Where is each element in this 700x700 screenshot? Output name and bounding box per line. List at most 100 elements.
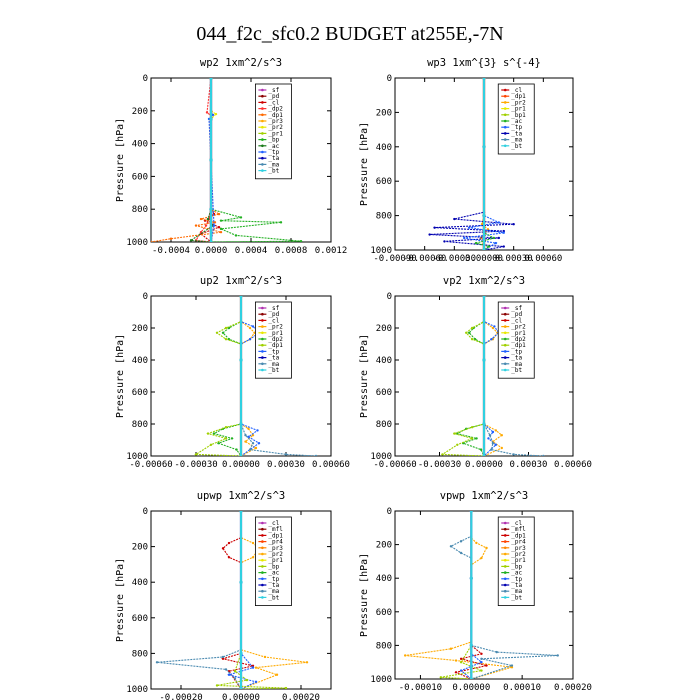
data-point_tp — [212, 224, 216, 227]
data-point_tp — [467, 226, 471, 229]
legend-label: _dp1 — [268, 112, 283, 119]
data-point_dp2 — [205, 111, 209, 114]
legend-label: _dp2 — [268, 106, 283, 113]
legend: _cl_dp1_pr2_pr1_bp1_ac_tp_ta_ma_bt — [497, 83, 535, 155]
data-point_ma — [221, 655, 225, 659]
data-point_dp1 — [169, 237, 173, 240]
legend-label: _pr2 — [268, 324, 283, 331]
series-group — [403, 511, 559, 679]
data-point_bt — [482, 145, 486, 149]
data-point_dp1 — [454, 671, 458, 674]
legend-label: _dp1 — [511, 93, 526, 100]
data-point_bt — [482, 78, 486, 80]
data-point_cl — [217, 226, 221, 229]
data-point_tp — [251, 325, 255, 328]
legend-label: _dp2 — [511, 336, 526, 343]
x-tick-label: 0.00000 — [465, 460, 503, 470]
y-tick-label: 1000 — [370, 452, 392, 462]
legend-label: _bp — [268, 137, 279, 144]
data-point_ta — [497, 236, 501, 240]
x-tick-label: -0.0004 — [152, 246, 190, 256]
series-line_dp1 — [194, 296, 242, 456]
chart-panel-3: up2 1xm^2/s^3 Pressure [hPa] 0 200 400 600 800… — [115, 275, 350, 470]
data-point_tp — [248, 338, 252, 341]
legend-marker — [261, 343, 264, 347]
legend-label: _pr4 — [268, 539, 283, 546]
legend-label: _dp1 — [511, 532, 526, 539]
data-point_tp — [254, 680, 258, 684]
legend-label: _tp — [268, 348, 279, 355]
legend-label: _ac — [268, 570, 279, 577]
x-tick-label: -0.00060 — [403, 254, 446, 264]
legend-marker — [261, 368, 264, 372]
legend-label: _pr2 — [511, 99, 526, 106]
legend: _sf_pd_cl_dp2_dp1_pr3_pr2_pr1_bp_ac_tp_t… — [254, 83, 292, 180]
series-line_ma — [156, 511, 242, 689]
legend-marker — [261, 163, 264, 166]
y-tick-label: 600 — [376, 608, 392, 618]
y-tick-label: 600 — [132, 172, 148, 182]
data-point_bt — [209, 207, 213, 211]
y-tick-label: 800 — [376, 641, 392, 651]
legend-label: _pd — [268, 93, 279, 100]
data-point_bt — [482, 454, 486, 456]
series-group — [428, 78, 515, 250]
data-point_tp — [494, 241, 498, 245]
series-group — [155, 511, 309, 689]
chart-panel-1: wp2 1xm^2/s^3 Pressure [hPa] 0 200 400 600 800… — [115, 57, 347, 256]
data-point_pr2 — [275, 673, 279, 676]
data-point_dp2 — [217, 442, 220, 445]
data-point_pr2 — [254, 446, 258, 450]
legend-marker — [261, 306, 264, 310]
data-point_bt — [239, 580, 243, 584]
figure-title: 044_f2c_sfc0.2 BUDGET at255E,-7N — [196, 23, 503, 45]
data-point_dp1 — [194, 453, 198, 456]
legend-label: _pr2 — [268, 124, 283, 131]
legend-marker — [261, 125, 264, 129]
data-point_dp1 — [151, 240, 153, 242]
y-axis-label: Pressure [hPa] — [359, 553, 370, 637]
data-point_ac — [474, 241, 478, 245]
series-line_bp — [440, 511, 484, 679]
data-point_dp2 — [230, 437, 234, 440]
data-point_pr2 — [449, 647, 453, 650]
series-line_tp — [483, 296, 500, 456]
y-tick-label: 1000 — [126, 685, 148, 695]
legend-marker — [261, 534, 264, 537]
data-point_bt — [239, 511, 243, 513]
legend: _sf_pd_cl_pr2_pr1_dp2_dp1_tp_ta_ma_bt — [497, 301, 535, 379]
legend-marker — [261, 150, 264, 154]
legend-marker — [503, 540, 507, 543]
y-tick-label: 600 — [132, 614, 148, 624]
data-point_dp1 — [224, 326, 228, 330]
y-tick-label: 400 — [132, 356, 148, 366]
y-tick-label: 400 — [376, 574, 392, 584]
legend-marker — [261, 583, 264, 587]
x-tick-label: 0.00030 — [510, 460, 548, 470]
y-tick-label: 200 — [132, 324, 148, 334]
y-tick-label: 800 — [132, 420, 148, 430]
data-point_ta — [512, 223, 515, 226]
data-point_ma — [155, 661, 159, 664]
legend-box — [254, 83, 292, 180]
series-line_dp1 — [151, 78, 222, 242]
y-tick-label: 200 — [376, 108, 392, 118]
legend-marker — [261, 132, 264, 135]
y-tick-label: 800 — [132, 205, 148, 215]
data-point_pr2 — [454, 659, 458, 662]
x-tick-label: 0.0000 — [195, 246, 228, 256]
data-point_dp1 — [224, 426, 228, 429]
chart-title: wp2 1xm^2/s^3 — [200, 57, 282, 69]
data-point_bt — [239, 454, 243, 456]
legend-label: _cl — [268, 317, 279, 324]
x-tick-label: -0.00090 — [373, 254, 416, 264]
data-point_pr2 — [251, 541, 255, 545]
y-axis-label: Pressure [hPa] — [115, 334, 126, 418]
x-tick-label: 0.00020 — [554, 683, 592, 693]
legend-marker — [503, 527, 507, 531]
x-tick-label: 0.00000 — [222, 460, 260, 470]
x-tick-label: -0.00060 — [129, 460, 172, 470]
legend-label: _dp1 — [511, 342, 526, 349]
x-tick-label: -0.00030 — [174, 460, 217, 470]
